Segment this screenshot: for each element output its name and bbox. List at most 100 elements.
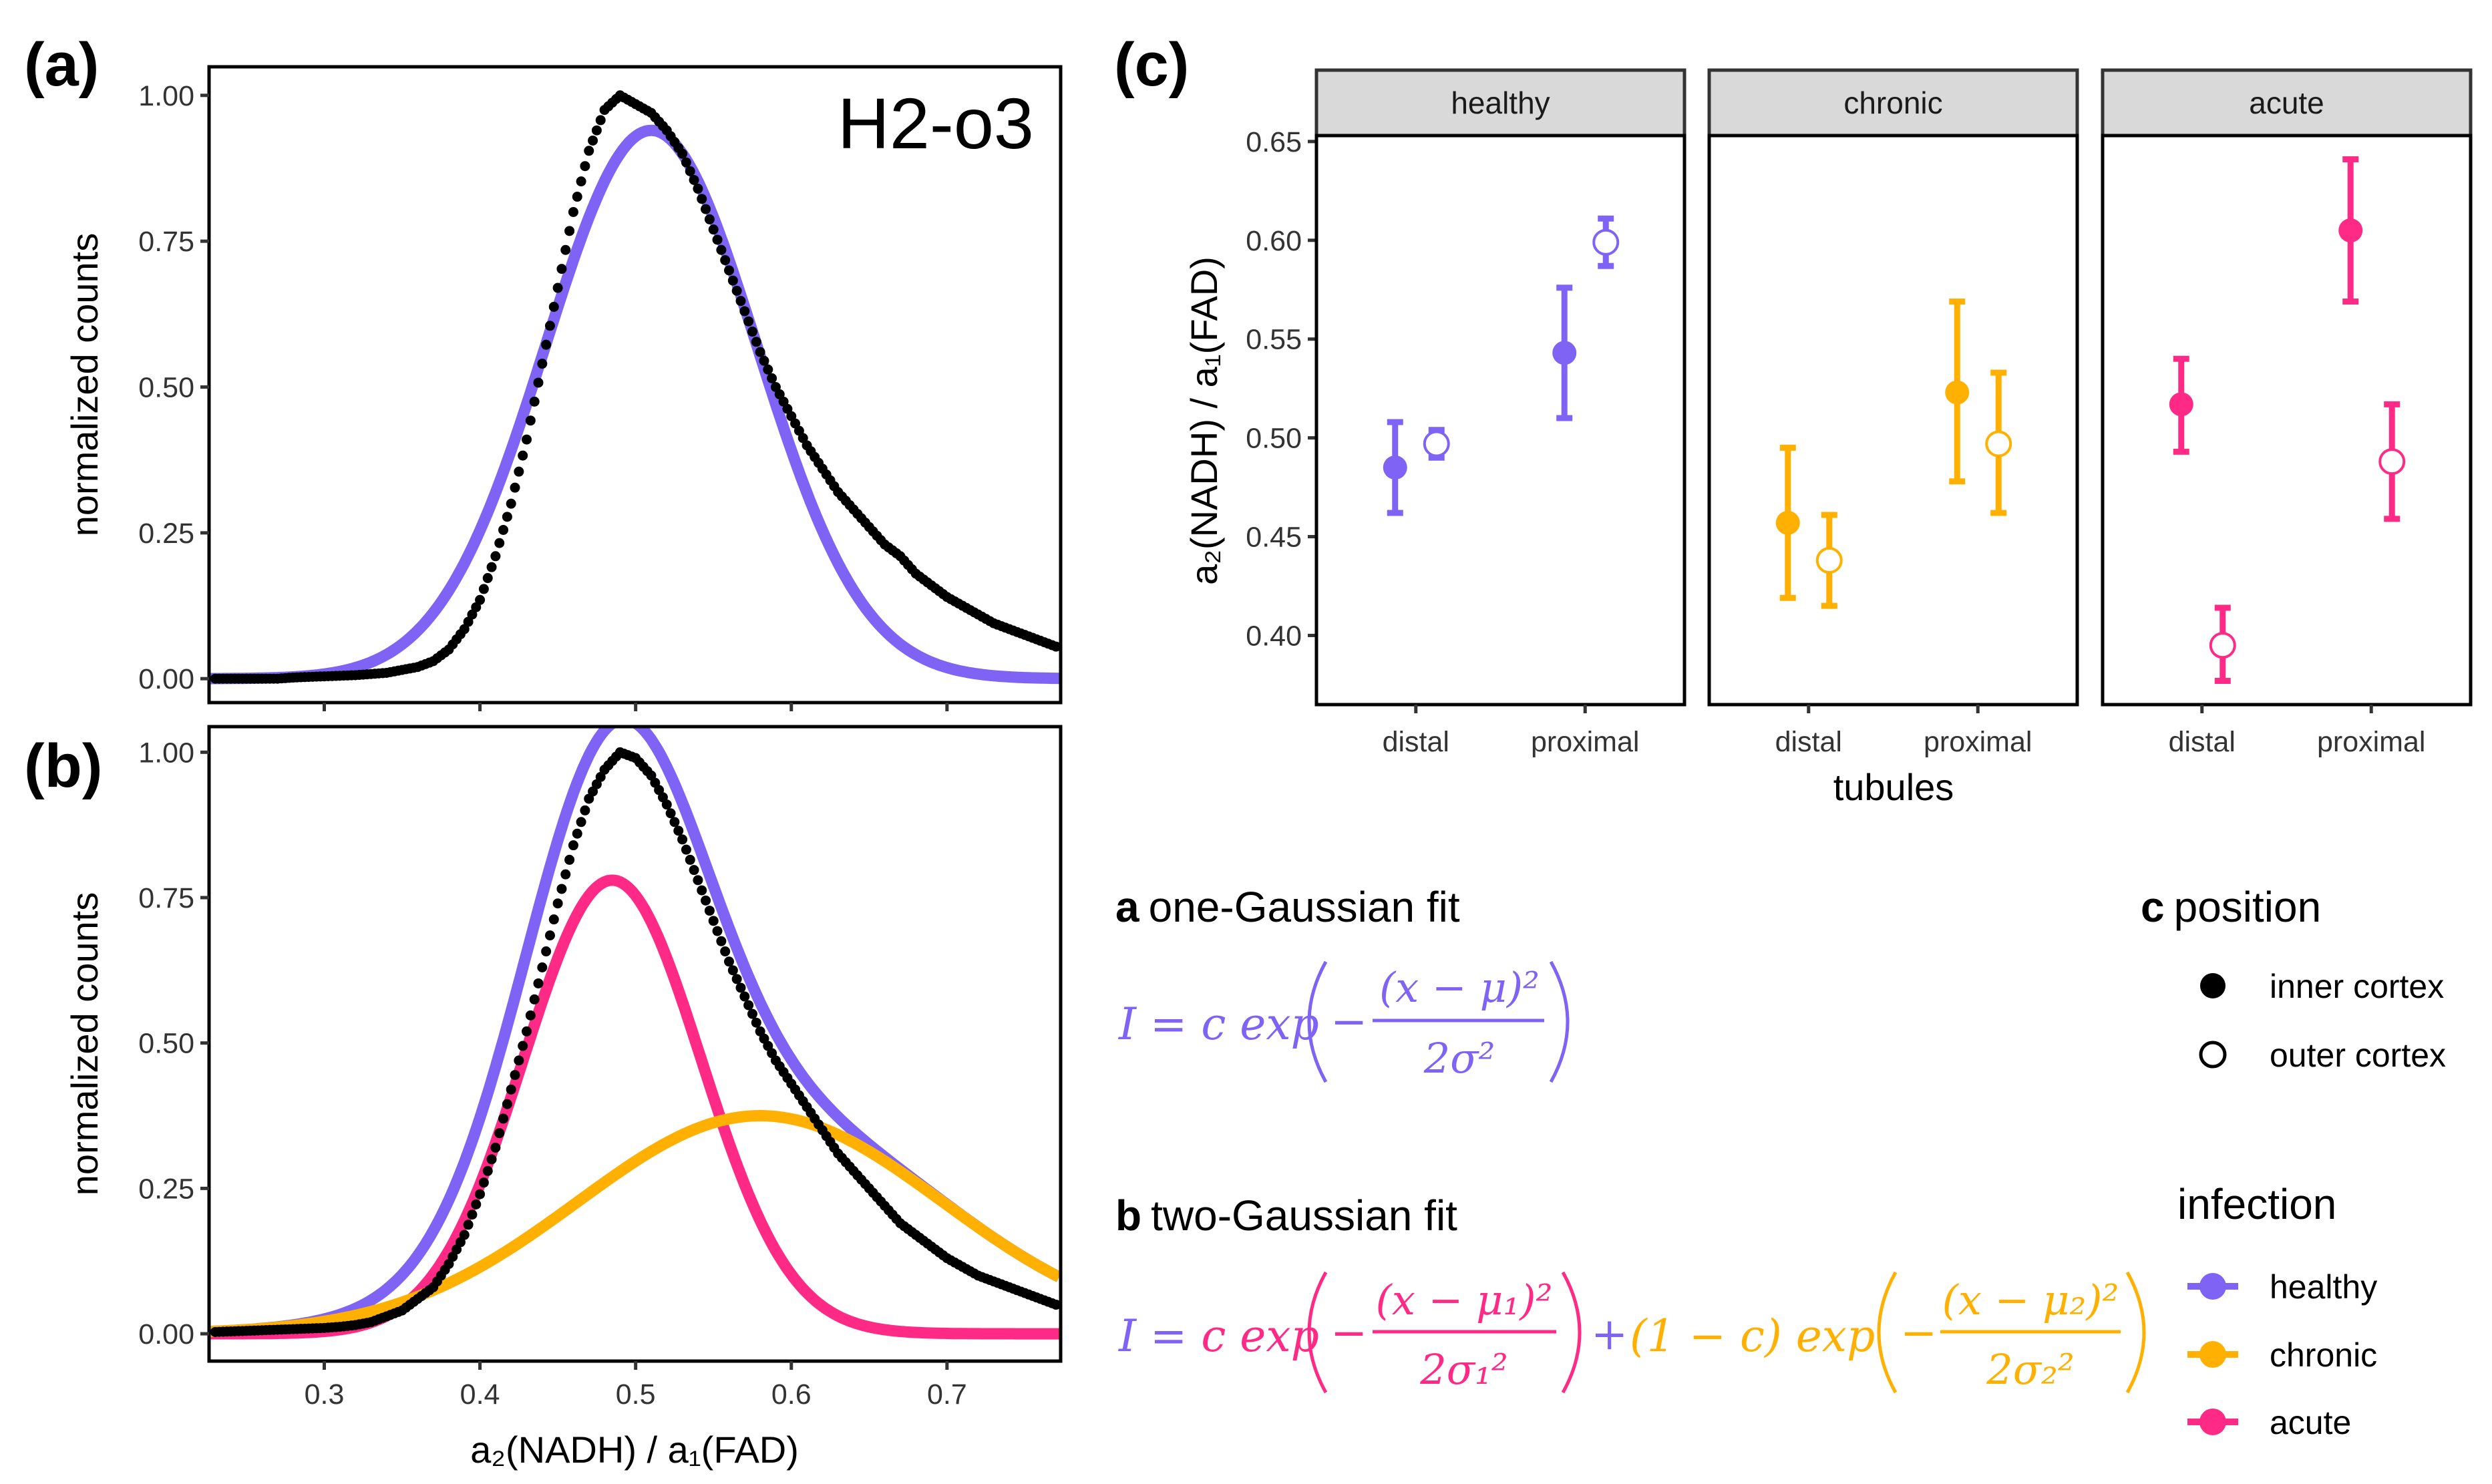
fit-sum-line <box>209 727 1061 1338</box>
data-point <box>541 339 552 350</box>
eq-a-numerator: (x − μ)² <box>1379 963 1540 1012</box>
facet-border <box>1314 134 1686 707</box>
data-point <box>751 1017 761 1028</box>
data-point <box>685 854 695 865</box>
y-tick-label: 1.00 <box>138 80 194 112</box>
legend-label-healthy: healthy <box>2270 1268 2377 1306</box>
mean-point-outer <box>1815 547 1843 574</box>
data-point <box>720 946 731 957</box>
data-point <box>518 450 528 461</box>
panel-label-c: (c) <box>1114 31 1189 99</box>
eq-a-close-paren <box>1549 960 1570 1083</box>
eq-b-minus-2: − <box>1900 1307 1937 1358</box>
data-point <box>708 916 719 926</box>
data-point <box>502 512 512 522</box>
panel-a-title: H2-o3 <box>838 83 1034 164</box>
eq-a-open-paren <box>1307 960 1328 1083</box>
data-point <box>767 373 777 383</box>
data-point <box>751 337 761 347</box>
data-point <box>580 805 590 815</box>
x-tick-label: proximal <box>1531 726 1640 758</box>
data-point <box>548 914 559 925</box>
legend-outer-cortex: outer cortex <box>2270 1037 2446 1074</box>
eq-a-minus: − <box>1330 996 1367 1047</box>
data-point <box>525 415 536 426</box>
y-tick-label: 0.50 <box>138 1028 194 1060</box>
data-point <box>763 364 773 375</box>
filled-circle-icon <box>2200 973 2226 998</box>
y-tick-label: 0.00 <box>138 663 194 695</box>
data-point <box>467 1210 478 1220</box>
data-point <box>724 956 735 967</box>
data-point <box>463 1220 474 1230</box>
fit-line-healthy <box>209 124 1061 685</box>
x-tick-label: 0.7 <box>927 1378 967 1411</box>
data-point <box>720 255 731 266</box>
eq-a-lhs: I = c exp <box>1118 998 1319 1050</box>
data-point <box>510 482 520 493</box>
y-tick-label: 0.45 <box>1246 522 1302 554</box>
data-point <box>731 974 742 984</box>
data-point <box>564 226 575 236</box>
data-point <box>529 396 540 407</box>
fit-line-chronic <box>209 1110 1061 1338</box>
data-point <box>478 584 489 594</box>
facet-acute: acute distal proximal <box>2101 68 2473 758</box>
data-point <box>548 301 559 312</box>
data-point <box>708 224 719 235</box>
y-tick-label: 0.75 <box>138 882 194 914</box>
legend-label-chronic: chronic <box>2270 1336 2377 1374</box>
data-point <box>498 1113 509 1124</box>
data-point <box>743 316 754 327</box>
data-point <box>731 285 742 296</box>
data-point <box>681 157 691 168</box>
plot-area <box>209 727 1061 1340</box>
facet-border <box>1707 134 2079 707</box>
mean-point-inner <box>1552 341 1577 365</box>
data-point <box>486 1154 497 1165</box>
data-point <box>494 538 505 548</box>
eq-b-plus: + <box>1591 1308 1628 1360</box>
data-point <box>514 1055 524 1066</box>
data-point <box>689 174 699 185</box>
data-point <box>685 166 695 176</box>
panel-a-ylabel: normalized counts <box>63 233 106 536</box>
x-tick-label: proximal <box>2317 726 2426 758</box>
legend-position: c position inner cortex outer cortex <box>2141 883 2446 1074</box>
data-point <box>576 176 586 187</box>
x-tick-label: distal <box>2169 726 2236 758</box>
data-point <box>498 524 509 535</box>
panel-b-plot: normalized counts a₂(NADH) / a₁(FAD) 0.0… <box>63 725 1063 1471</box>
plot-area <box>209 90 1061 685</box>
data-point <box>537 962 548 972</box>
facet-strip-label: acute <box>2249 85 2324 120</box>
data-point <box>568 840 578 851</box>
y-tick-label: 1.00 <box>138 737 194 769</box>
y-tick-label: 0.55 <box>1246 324 1302 356</box>
eq-a-letter: a <box>1115 883 1139 931</box>
data-point <box>588 135 598 146</box>
data-point <box>1051 1300 1061 1310</box>
data-point <box>475 1189 486 1199</box>
legend-position-letter: c <box>2141 883 2165 931</box>
eq-b-numerator-2: (x − μ₂)² <box>1942 1276 2119 1324</box>
facet-strip-label: chronic <box>1843 85 1942 120</box>
data-point <box>584 146 594 156</box>
data-point <box>735 296 746 307</box>
data-point <box>502 1099 512 1109</box>
data-point <box>560 244 571 255</box>
data-point <box>701 895 711 906</box>
panel-c-ylabel: a₂(NADH) / a₁(FAD) <box>1183 256 1225 585</box>
data-point <box>747 1008 757 1019</box>
eq-b-close-paren-1 <box>1561 1271 1582 1394</box>
data-point <box>518 1041 528 1051</box>
panel-c-plot: a₂(NADH) / a₁(FAD) tubules 0.40 0.45 0.50 0… <box>1183 68 2473 808</box>
mean-point-outer <box>1985 430 2012 457</box>
plot-border <box>207 725 1063 1363</box>
fit-line-acute <box>209 874 1061 1340</box>
data-point <box>529 994 540 1004</box>
y-tick-label: 0.40 <box>1246 620 1302 652</box>
eq-b-open-paren-1 <box>1307 1271 1328 1394</box>
mean-point-inner <box>1383 455 1407 480</box>
